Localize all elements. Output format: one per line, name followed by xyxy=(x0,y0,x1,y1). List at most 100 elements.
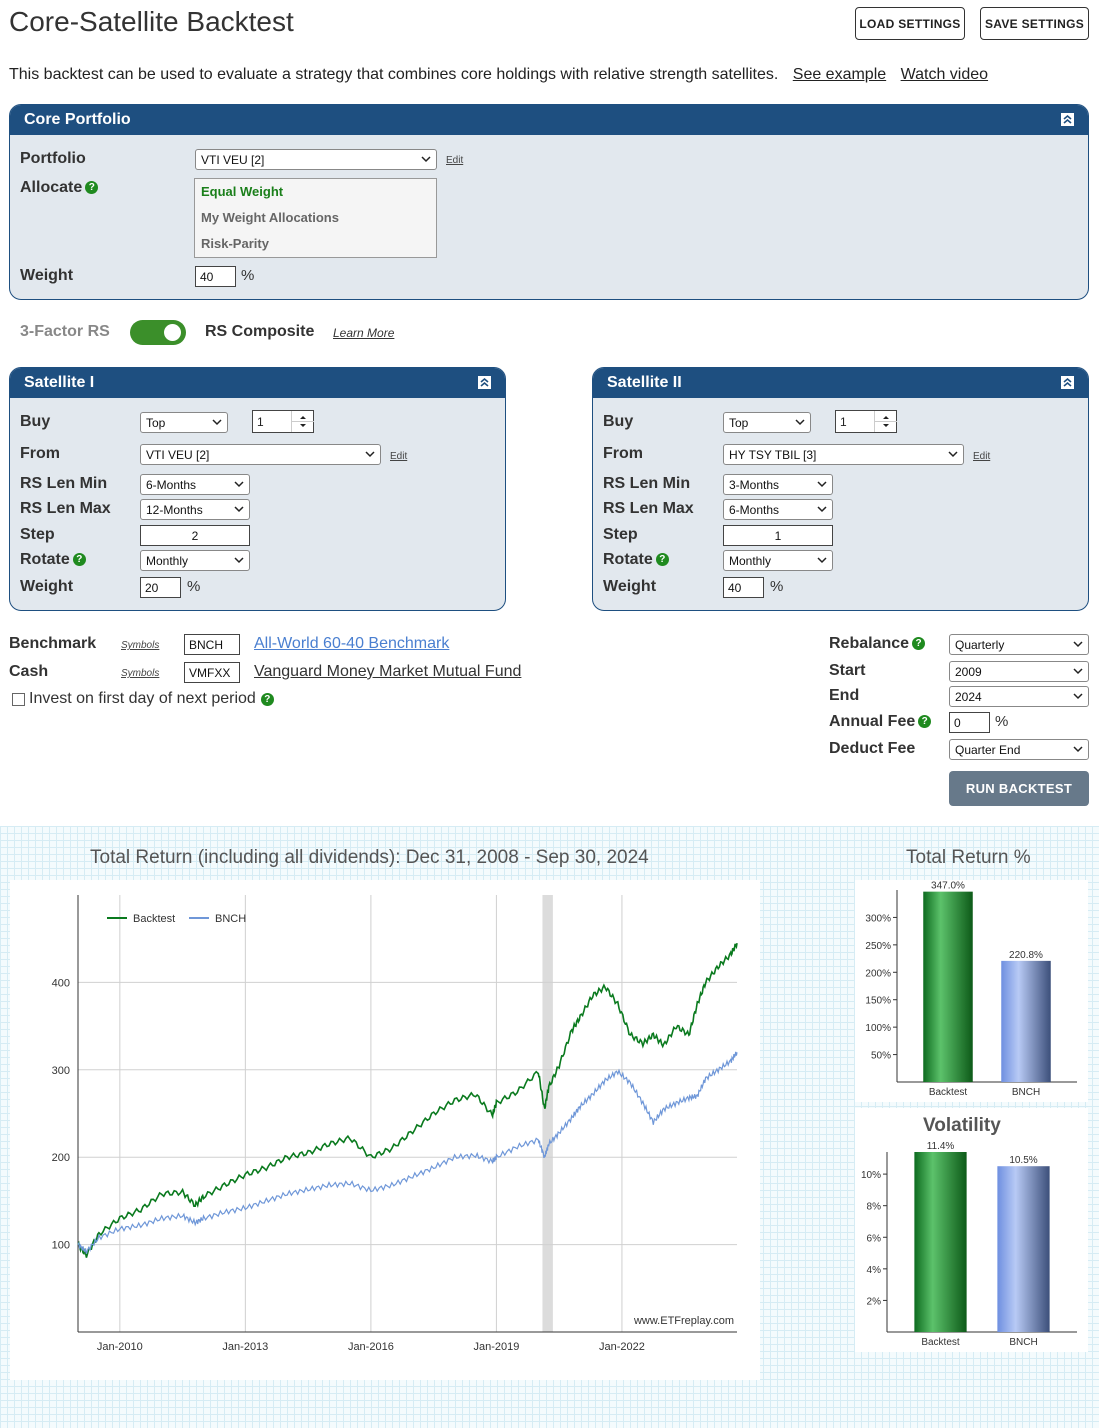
rs-len-min-select[interactable]: 6-Months xyxy=(140,474,250,495)
bar-value-label: 11.4% xyxy=(927,1141,955,1152)
y-tick-label: 8% xyxy=(867,1202,882,1213)
help-icon[interactable]: ? xyxy=(912,637,926,650)
x-tick-label: Jan-2010 xyxy=(97,1341,143,1353)
x-tick-label: Jan-2016 xyxy=(348,1341,394,1353)
cash-symbols-link[interactable]: Symbols xyxy=(121,668,160,679)
from-select[interactable]: HY TSY TBIL [3] xyxy=(723,444,964,465)
from-select-value: VTI VEU [2] xyxy=(146,447,210,462)
weight-pct: % xyxy=(770,578,784,595)
chevron-down-icon xyxy=(948,451,958,458)
buy-select[interactable]: Top xyxy=(723,412,811,433)
chevron-down-icon xyxy=(1073,641,1083,648)
core-portfolio-header: Core Portfolio xyxy=(10,105,1088,135)
y-tick-label: 300% xyxy=(865,913,891,924)
annual-fee-pct: % xyxy=(995,713,1009,730)
end-select-value: 2024 xyxy=(955,689,982,704)
rs-len-max-select[interactable]: 6-Months xyxy=(723,499,833,520)
x-tick-label: Jan-2019 xyxy=(473,1341,519,1353)
allocate-listbox[interactable]: Equal Weight My Weight Allocations Risk-… xyxy=(194,178,437,258)
portfolio-select[interactable]: VTI VEU [2] xyxy=(195,149,437,170)
benchmark-symbol-input[interactable]: BNCH xyxy=(184,634,240,655)
buy-count-stepper[interactable]: 1 xyxy=(835,410,897,433)
help-icon[interactable]: ? xyxy=(655,553,669,566)
bar-value-label: 10.5% xyxy=(1009,1155,1037,1166)
cash-symbol-input[interactable]: VMFXX xyxy=(184,662,240,683)
allocate-option-my-weights[interactable]: My Weight Allocations xyxy=(201,210,339,225)
total-return-chart: 100 200 300 400 Jan-2010 Jan-2013 Jan-2016 Jan-… xyxy=(10,880,760,1380)
weight-input[interactable]: 40 xyxy=(723,577,764,598)
stepper-arrows-icon[interactable] xyxy=(874,411,897,432)
from-edit-link[interactable]: Edit xyxy=(973,451,991,462)
rebalance-select[interactable]: Quarterly xyxy=(949,634,1089,655)
start-select[interactable]: 2009 xyxy=(949,661,1089,682)
allocate-label-text: Allocate xyxy=(20,179,83,196)
bar-bnch xyxy=(997,1166,1050,1332)
rs-len-min-label: RS Len Min xyxy=(603,475,691,492)
stepper-arrows-icon[interactable] xyxy=(291,411,314,432)
benchmark-symbols-link[interactable]: Symbols xyxy=(121,640,160,651)
rotate-select-value: Monthly xyxy=(729,553,772,568)
run-backtest-button[interactable]: RUN BACKTEST xyxy=(949,771,1089,806)
cash-label: Cash xyxy=(9,663,49,680)
weight-input[interactable]: 20 xyxy=(140,577,181,598)
y-tick-label: 300 xyxy=(52,1065,70,1077)
from-label: From xyxy=(20,445,60,462)
rs-len-min-select[interactable]: 3-Months xyxy=(723,474,833,495)
benchmark-name-link[interactable]: All-World 60-40 Benchmark xyxy=(254,635,450,652)
step-input[interactable]: 2 xyxy=(140,525,250,546)
collapse-icon[interactable] xyxy=(1061,376,1074,389)
learn-more-link[interactable]: Learn More xyxy=(333,326,395,340)
core-weight-input[interactable]: 40 xyxy=(195,266,236,287)
total-return-pct-title: Total Return % xyxy=(906,847,1031,868)
collapse-icon[interactable] xyxy=(478,376,491,389)
rotate-select[interactable]: Monthly xyxy=(723,550,833,571)
watch-video-link[interactable]: Watch video xyxy=(900,66,989,83)
chevron-down-icon xyxy=(817,506,827,513)
see-example-link[interactable]: See example xyxy=(792,66,887,83)
rebalance-label-text: Rebalance xyxy=(829,635,910,652)
collapse-icon[interactable] xyxy=(1061,113,1074,126)
invest-next-period-checkbox[interactable] xyxy=(12,692,25,706)
volatility-title: Volatility xyxy=(923,1115,1001,1136)
buy-select[interactable]: Top xyxy=(140,412,228,433)
step-input[interactable]: 1 xyxy=(723,525,833,546)
total-return-bar-chart: 50% 100% 150% 200% 250% 300% 347.0% Backtest 220… xyxy=(865,881,1077,1098)
buy-count-stepper[interactable]: 1 xyxy=(252,410,314,433)
load-settings-button[interactable]: LOAD SETTINGS xyxy=(855,7,965,40)
help-icon[interactable]: ? xyxy=(72,553,86,566)
bar-backtest xyxy=(914,1152,967,1332)
deduct-fee-select[interactable]: Quarter End xyxy=(949,739,1089,760)
allocate-option-equal-weight[interactable]: Equal Weight xyxy=(201,184,284,199)
toggle-knob xyxy=(164,324,181,341)
from-select[interactable]: VTI VEU [2] xyxy=(140,444,381,465)
rotate-select[interactable]: Monthly xyxy=(140,550,250,571)
buy-select-value: Top xyxy=(146,415,166,430)
help-icon[interactable]: ? xyxy=(918,715,932,728)
chevron-down-icon xyxy=(365,451,375,458)
annual-fee-input[interactable]: 0 xyxy=(949,712,990,733)
help-icon[interactable]: ? xyxy=(260,692,274,706)
portfolio-select-value: VTI VEU [2] xyxy=(201,152,265,167)
buy-select-value: Top xyxy=(729,415,749,430)
help-icon[interactable]: ? xyxy=(85,181,99,194)
rotate-label: Rotate? xyxy=(603,551,669,569)
volatility-bar-chart: 2% 4% 6% 8% 10% 11.4% Backtest 10.5% BNCH xyxy=(861,1141,1077,1348)
rs-len-max-select[interactable]: 12-Months xyxy=(140,499,250,520)
x-tick-label: BNCH xyxy=(1009,1337,1037,1348)
from-edit-link[interactable]: Edit xyxy=(390,451,408,462)
rs-mode-toggle[interactable] xyxy=(130,320,186,345)
series-line-bnch xyxy=(77,1051,738,1254)
cash-name-link[interactable]: Vanguard Money Market Mutual Fund xyxy=(254,663,522,680)
end-select[interactable]: 2024 xyxy=(949,686,1089,707)
save-settings-button[interactable]: SAVE SETTINGS xyxy=(980,7,1089,40)
portfolio-edit-link[interactable]: Edit xyxy=(446,155,464,166)
rs-len-min-value: 6-Months xyxy=(146,477,197,492)
chevron-down-icon xyxy=(1073,693,1083,700)
rs-len-min-label: RS Len Min xyxy=(20,475,108,492)
chevron-down-icon xyxy=(795,419,805,426)
allocate-option-risk-parity[interactable]: Risk-Parity xyxy=(201,236,269,251)
from-label: From xyxy=(603,445,643,462)
rs-len-max-label: RS Len Max xyxy=(603,500,694,517)
y-tick-label: 200 xyxy=(52,1152,70,1164)
rs-len-max-label: RS Len Max xyxy=(20,500,111,517)
